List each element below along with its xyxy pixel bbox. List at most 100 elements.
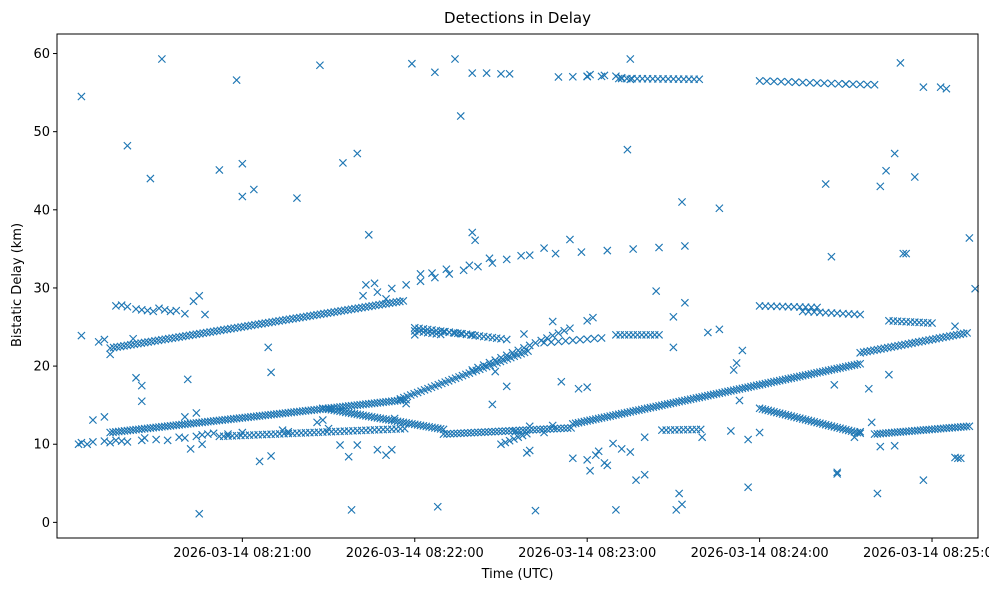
data-point-marker [962,422,971,431]
data-point-marker [853,360,862,369]
data-point-marker [487,427,496,436]
data-point-marker [577,248,586,257]
data-point-marker [505,69,514,78]
data-point-marker [353,149,362,158]
data-point-marker [186,444,195,453]
y-tick-label: 10 [33,438,50,453]
data-point-marker [77,331,86,340]
data-point-marker [491,427,500,436]
data-point-marker [531,338,540,347]
y-axis: 0 10 20 30 40 50 60 [33,47,57,531]
data-point-marker [336,441,345,450]
data-point-marker [902,249,911,258]
data-point-marker [583,455,592,464]
data-point-marker [703,328,712,337]
data-point-marker [450,54,460,64]
chart-title: Detections in Delay [444,9,591,27]
data-point-marker [407,59,416,68]
data-point-marker [575,335,585,344]
data-point-marker [626,75,635,84]
data-point-marker [729,365,738,375]
data-point-marker [540,428,549,437]
data-point-marker [640,470,649,479]
data-point-marker [180,309,189,318]
data-point-marker [473,428,482,437]
data-point-marker [827,252,836,261]
data-point-marker [436,424,445,433]
data-point-marker [519,330,528,339]
data-point-marker [554,329,563,338]
data-point-marker [123,141,132,150]
data-point-marker [919,476,928,485]
data-point-marker [123,302,132,311]
data-point-marker [863,80,872,89]
data-point-marker [467,428,476,437]
data-point-marker [518,431,527,440]
data-point-marker [540,244,549,253]
data-point-marker [830,380,839,389]
data-point-marker [140,433,149,442]
data-point-marker [965,422,974,431]
data-point-marker [77,438,86,447]
data-point-marker [554,72,563,81]
data-point-marker [485,358,494,367]
data-point-marker [669,312,678,321]
data-point-marker [899,249,908,258]
data-point-marker [416,277,425,286]
data-point-marker [626,448,635,457]
data-point-marker [238,428,247,437]
data-point-marker [884,370,893,379]
data-point-marker [470,428,479,437]
data-point-marker [777,77,786,86]
data-point-marker [514,346,523,355]
data-point-marker [284,427,293,436]
data-point-marker [522,429,531,438]
data-point-marker [180,433,189,442]
data-point-marker [603,461,612,470]
data-point-marker [344,452,353,461]
data-point-marker [583,316,592,325]
data-point-marker [876,182,885,191]
data-point-marker [744,435,753,444]
y-tick-label: 30 [33,281,50,296]
data-point-marker [373,288,382,297]
data-point-marker [157,54,166,64]
data-point-marker [867,418,876,427]
data-point-marker [471,236,480,245]
data-point-marker [583,383,592,392]
data-point-marker [614,74,623,83]
data-point-marker [560,424,569,433]
data-point-marker [463,428,472,437]
data-point-marker [364,230,373,239]
data-point-marker [539,425,548,434]
data-point-marker [848,80,858,89]
data-point-marker [456,429,465,438]
data-point-marker [588,313,597,322]
data-point-marker [83,440,92,449]
data-point-marker [841,80,850,89]
data-point-marker [626,54,635,64]
data-point-marker [390,414,399,423]
x-tick-label: 2026-03-14 08:21:00 [173,546,311,561]
data-point-marker [715,204,724,213]
data-point-marker [146,174,155,183]
data-point-marker [215,165,224,174]
data-point-marker [600,71,609,80]
data-point-marker [137,381,146,390]
data-point-marker [502,351,511,360]
data-point-marker [446,429,455,438]
data-point-marker [963,328,972,337]
data-point-marker [655,243,664,252]
data-point-marker [132,373,141,382]
data-point-marker [232,76,241,85]
data-point-marker [594,447,603,456]
data-point-marker [565,324,574,333]
data-point-marker [525,341,534,350]
data-point-marker [498,427,507,436]
data-point-marker [195,509,204,518]
data-point-marker [488,259,497,268]
data-point-marker [238,159,247,168]
data-point-marker [399,296,408,305]
data-point-marker [695,75,704,84]
